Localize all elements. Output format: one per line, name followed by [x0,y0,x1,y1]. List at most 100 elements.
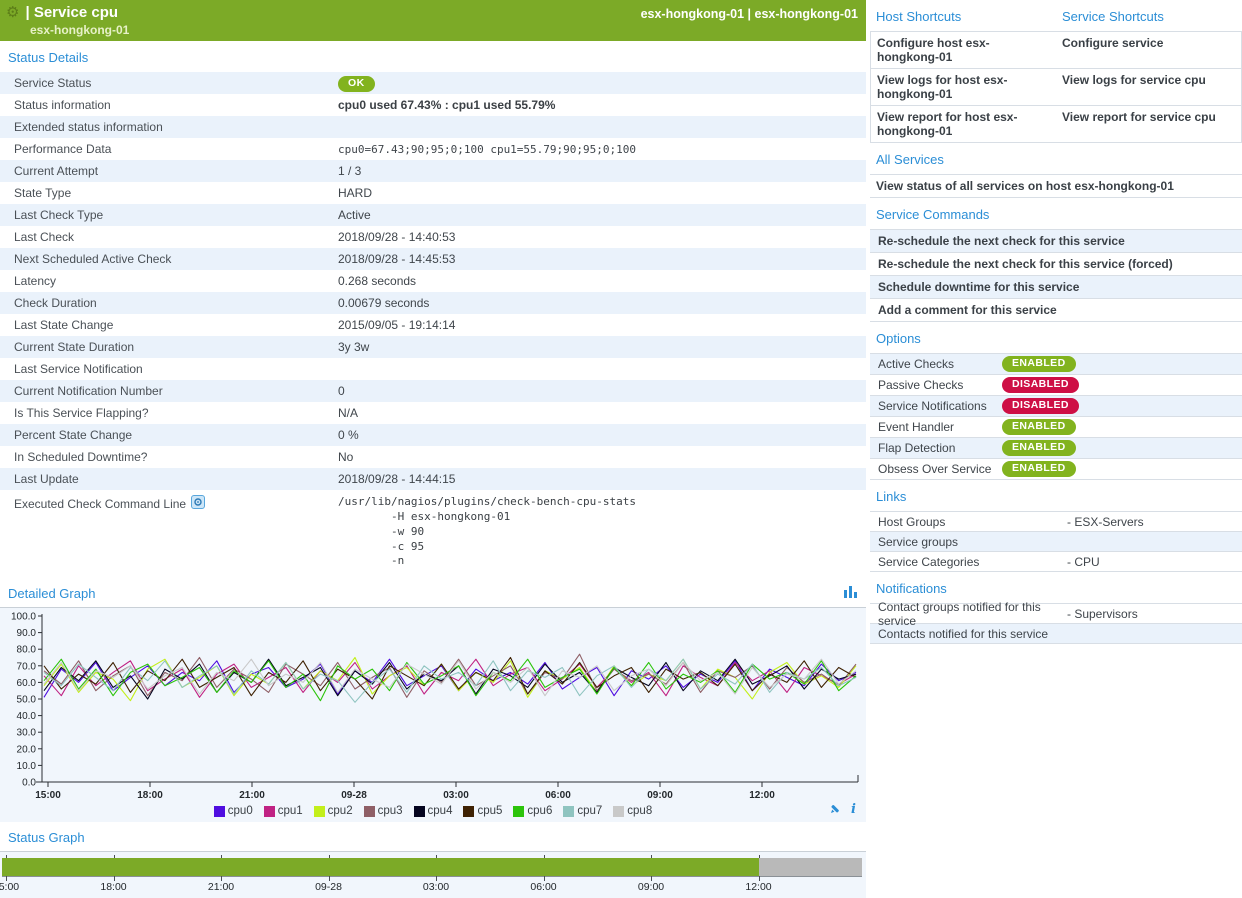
configure-host-link[interactable]: Configure host esx-hongkong-01 [877,36,990,64]
service-commands-list: Re-schedule the next check for this serv… [870,229,1242,322]
view-all-services-link[interactable]: View status of all services on host esx-… [870,174,1242,198]
link-label: Service groups [878,534,959,549]
expand-command-icon[interactable] [191,495,206,512]
legend-swatch [213,805,225,817]
view-service-report-link[interactable]: View report for service cpu [1062,110,1216,124]
legend-swatch [463,805,475,817]
option-state-badge[interactable]: DISABLED [1002,377,1079,393]
table-row: Performance Data cpu0=67.43;90;95;0;100 … [0,138,866,160]
host-groups-value[interactable]: - ESX-Servers [1067,514,1144,529]
options-list: Active Checks ENABLED Passive Checks DIS… [870,353,1242,480]
series-cpu5-line [43,657,857,700]
view-service-logs-link[interactable]: View logs for service cpu [1062,73,1206,87]
timeline-tick [328,855,330,859]
view-host-logs-link[interactable]: View logs for host esx-hongkong-01 [877,73,1008,101]
table-row: Current Attempt 1 / 3 [0,160,866,182]
host-breadcrumb[interactable]: esx-hongkong-01 | esx-hongkong-01 [640,7,858,21]
legend-swatch [363,805,375,817]
timeline-tick [221,855,222,859]
row-value: HARD [338,186,373,200]
schedule-downtime-link[interactable]: Schedule downtime for this service [870,276,1242,299]
status-timeline-bar[interactable] [2,855,862,882]
timeline-x-label: 21:00 [207,881,235,894]
status-badge: OK [338,75,375,92]
series-cpu6-line [43,658,857,702]
option-state-badge[interactable]: ENABLED [1002,419,1076,435]
notification-label: Contact groups notified for this service [878,599,1041,628]
add-comment-link[interactable]: Add a comment for this service [870,299,1242,322]
contact-groups-value[interactable]: - Supervisors [1067,606,1138,621]
option-state-badge[interactable]: ENABLED [1002,356,1076,372]
timeline-tick [113,855,115,859]
row-label: Status information [14,98,111,112]
option-label: Event Handler [878,420,955,434]
table-row: In Scheduled Downtime? No [0,446,866,468]
row-label: Current Attempt [14,164,99,178]
timeline-tick [651,855,652,859]
legend-item-cpu7: cpu7 [563,805,602,817]
view-host-report-link[interactable]: View report for host esx-hongkong-01 [877,110,1018,138]
service-categories-value[interactable]: - CPU [1067,554,1100,569]
service-commands-title: Service Commands [876,207,990,222]
table-row: Passive Checks DISABLED [870,375,1242,396]
host-subtitle[interactable]: esx-hongkong-01 [30,23,130,37]
reschedule-check-forced-link[interactable]: Re-schedule the next check for this serv… [870,253,1242,276]
table-row: Host Groups - ESX-Servers [870,512,1242,532]
row-value: cpu0=67.43;90;95;0;100 cpu1=55.79;90;95;… [338,142,637,156]
option-label: Flap Detection [878,441,956,455]
x-tick-label: 06:00 [545,790,571,801]
host-shortcuts-title: Host Shortcuts [876,9,962,24]
option-state-badge[interactable]: ENABLED [1002,440,1076,456]
table-row: Extended status information [0,116,866,138]
info-icon[interactable]: i [851,801,856,817]
legend-swatch [413,805,425,817]
table-row: Obsess Over Service ENABLED [870,459,1242,480]
status-timeline-axis: 15:00 18:00 21:00 09-28 03:00 06:00 09:00 12:00 [0,881,862,895]
table-row: Status information cpu0 used 67.43% : cp… [0,94,866,116]
bar-chart-icon[interactable] [844,585,858,601]
chart-legend: cpu0 cpu1 cpu2 cpu3 cpu4 cpu5 cpu6 cpu7 cpu8 [0,805,866,817]
option-label: Active Checks [878,357,955,371]
legend-item-cpu1: cpu1 [263,805,303,817]
option-state-badge[interactable]: ENABLED [1002,461,1076,477]
timeline-x-label: 18:00 [100,881,127,894]
check-command-text: /usr/lib/nagios/plugins/check-bench-cpu-… [338,495,637,568]
row-label: Latency [14,274,57,288]
row-label: Current Notification Number [14,384,163,398]
main-panel: ⚙ | Service cpu esx-hongkong-01 esx-hong… [0,0,866,898]
configure-service-link[interactable]: Configure service [1062,36,1164,50]
row-value: 1 / 3 [338,164,362,178]
table-row: Contact groups notified for this service… [870,600,1242,628]
reschedule-check-link[interactable]: Re-schedule the next check for this serv… [870,230,1242,253]
table-row: Service Notifications DISABLED [870,396,1242,417]
table-row: Check Duration 0.00679 seconds [0,292,866,314]
row-value: 0.268 seconds [338,274,417,288]
row-label: Check Duration [14,296,97,310]
cpu-usage-line-chart[interactable]: 0.0 10.0 20.0 30.0 40.0 50.0 60.0 70.0 80.0 90.0 1… [0,610,864,802]
notification-label: Contacts notified for this service [878,626,1049,641]
row-label: Next Scheduled Active Check [14,252,172,266]
legend-label: cpu5 [477,805,503,818]
row-value: No [338,450,354,464]
all-services-title: All Services [876,152,944,167]
y-tick-label: 80.0 [17,645,37,656]
row-value: cpu0 used 67.43% : cpu1 used 55.79% [338,98,556,112]
options-title: Options [876,331,921,346]
links-list: Host Groups - ESX-Servers Service groups… [870,511,1242,572]
timeline-tick [543,855,545,859]
timeline-x-label: 15:00 [0,881,20,894]
table-row: View logs for host esx-hongkong-01 View … [871,69,1241,106]
y-tick-label: 20.0 [17,745,37,756]
y-tick-label: 0.0 [22,778,36,789]
table-row: Service Status OK [0,72,866,94]
legend-label: cpu2 [327,805,353,818]
pencil-icon[interactable] [830,801,843,817]
row-value: 2015/09/05 - 19:14:14 [338,318,456,332]
legend-swatch [313,805,325,817]
option-state-badge[interactable]: DISABLED [1002,398,1079,414]
option-label: Service Notifications [878,399,987,413]
row-value: 0.00679 seconds [338,296,430,310]
row-label: Executed Check Command Line [14,496,187,511]
gear-icon[interactable]: ⚙ [6,4,20,21]
